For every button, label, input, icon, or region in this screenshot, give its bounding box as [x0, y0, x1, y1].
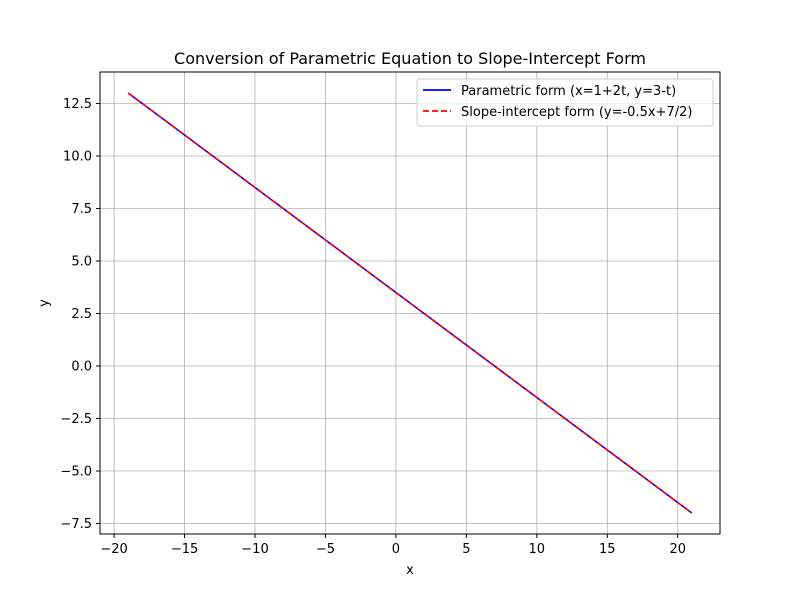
x-axis-ticks: −20 −15 −10 −5 0 5 10 15 20 — [100, 534, 686, 557]
series-line-slope-intercept — [127, 92, 693, 514]
y-tick-label: 7.5 — [71, 202, 92, 217]
legend-label-slope-intercept: Slope-intercept form (y=-0.5x+7/2) — [461, 105, 692, 120]
y-tick-label: 2.5 — [71, 307, 92, 322]
y-axis-label: y — [37, 299, 52, 307]
y-tick-label: 12.5 — [63, 97, 92, 112]
x-tick-label: 15 — [599, 542, 616, 557]
x-tick-label: −15 — [171, 542, 198, 557]
x-tick-label: −20 — [100, 542, 127, 557]
legend-label-parametric: Parametric form (x=1+2t, y=3-t) — [461, 84, 676, 99]
y-axis-ticks: −7.5 −5.0 −2.5 0.0 2.5 5.0 7.5 10.0 12.5 — [60, 97, 100, 532]
x-tick-label: 20 — [669, 542, 686, 557]
y-tick-label: 5.0 — [71, 255, 92, 270]
x-tick-label: 0 — [392, 542, 400, 557]
plot-area-frame — [99, 71, 721, 535]
x-tick-label: 5 — [462, 542, 470, 557]
y-tick-label: −2.5 — [60, 412, 92, 427]
chart-title: Conversion of Parametric Equation to Slo… — [174, 49, 646, 68]
legend-box — [416, 78, 714, 127]
x-tick-label: −10 — [241, 542, 268, 557]
y-tick-label: −5.0 — [60, 465, 92, 480]
x-axis-label: x — [406, 563, 414, 578]
y-tick-label: −7.5 — [60, 517, 92, 532]
y-tick-label: 0.0 — [71, 360, 92, 375]
series-lines — [127, 92, 693, 514]
legend: Parametric form (x=1+2t, y=3-t) Slope-in… — [416, 78, 714, 127]
grid — [100, 72, 720, 534]
y-tick-label: 10.0 — [63, 150, 92, 165]
x-tick-label: −5 — [316, 542, 335, 557]
x-tick-label: 10 — [529, 542, 546, 557]
